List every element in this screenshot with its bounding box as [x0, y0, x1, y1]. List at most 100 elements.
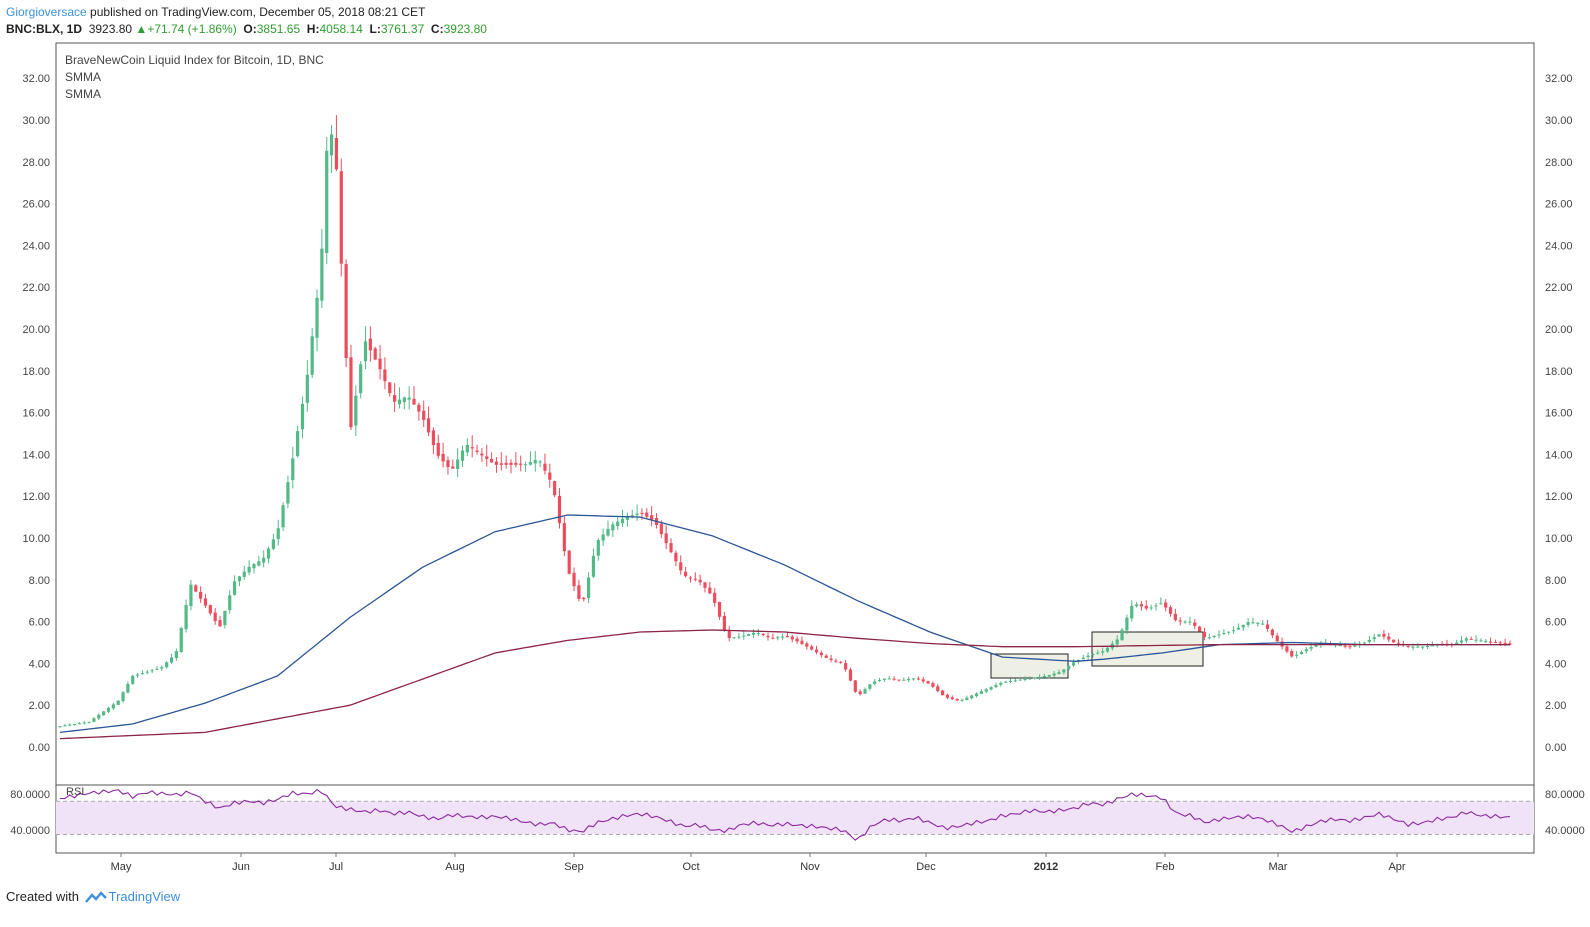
- candle-body: [979, 691, 984, 694]
- candle-body: [1348, 646, 1352, 648]
- candle-body: [1018, 679, 1022, 681]
- candle-body: [431, 430, 436, 446]
- candle-body: [305, 374, 309, 403]
- candle-body: [169, 657, 174, 663]
- candle-body: [1173, 613, 1177, 621]
- candle-body: [591, 555, 596, 577]
- candle-body: [926, 681, 930, 684]
- candle-body: [1484, 641, 1488, 643]
- candle-body: [1067, 665, 1071, 670]
- candle-body: [761, 633, 765, 636]
- candle-body: [669, 543, 673, 553]
- candle-body: [460, 450, 465, 461]
- candle-body: [1037, 676, 1042, 678]
- candle-body: [499, 463, 503, 465]
- candle-body: [1265, 624, 1270, 629]
- candle-body: [873, 681, 877, 684]
- candle-body: [887, 678, 891, 680]
- candle-body: [1047, 674, 1051, 677]
- price-tick-label-left: 0.00: [29, 742, 50, 754]
- low-value: 3761.37: [380, 22, 425, 36]
- candle-body: [329, 134, 334, 156]
- candle-body: [1139, 604, 1144, 607]
- candle-body: [538, 461, 542, 463]
- candle-body: [208, 605, 212, 614]
- candle-body: [63, 725, 67, 727]
- rsi-tick-label-right: 80.0000: [1545, 789, 1585, 801]
- candle-body: [858, 691, 862, 695]
- candle-body: [703, 582, 707, 588]
- candle-body: [179, 628, 183, 652]
- candle-body: [1275, 635, 1279, 642]
- candle-body: [1231, 630, 1236, 632]
- rsi-tick-label-right: 40.0000: [1545, 825, 1585, 837]
- candle-body: [892, 678, 896, 680]
- up-triangle-icon: ▲: [135, 22, 148, 36]
- candle-body: [1013, 680, 1017, 682]
- candle-body: [456, 459, 460, 470]
- price-tick-label-right: 12.00: [1545, 491, 1573, 503]
- candle-body: [1178, 620, 1182, 622]
- candle-body: [1134, 604, 1139, 607]
- candle-body: [994, 685, 998, 688]
- indicator-label-smma-slow[interactable]: SMMA: [65, 87, 101, 101]
- candle-body: [262, 557, 266, 563]
- candle-body: [184, 604, 188, 630]
- candle-body: [562, 523, 566, 552]
- author-link[interactable]: Giorgioversace: [6, 5, 87, 19]
- candle-body: [1304, 649, 1308, 652]
- candle-body: [1469, 638, 1473, 640]
- candle-body: [174, 651, 178, 658]
- candle-body: [412, 398, 416, 405]
- candle-body: [659, 523, 663, 535]
- candle-body: [383, 369, 387, 382]
- candle-body: [1309, 646, 1313, 649]
- price-pane: [58, 115, 1512, 740]
- candle-body: [989, 687, 993, 690]
- candle-body: [1227, 631, 1231, 633]
- price-tick-label-right: 28.00: [1545, 157, 1573, 169]
- candle-body: [393, 395, 397, 402]
- candle-body: [1096, 652, 1100, 654]
- candle-body: [965, 697, 969, 701]
- candle-body: [567, 550, 571, 574]
- indicator-label-smma-fast[interactable]: SMMA: [65, 70, 101, 84]
- candle-body: [155, 668, 159, 670]
- candle-body: [1062, 669, 1066, 673]
- candle-body: [315, 297, 319, 338]
- price-tick-label-left: 12.00: [22, 491, 50, 503]
- chart-frame: [55, 42, 1535, 854]
- rsi-line: [59, 788, 1511, 841]
- candle-body: [679, 562, 683, 571]
- candle-body: [223, 610, 227, 626]
- chart-title: BraveNewCoin Liquid Index for Bitcoin, 1…: [65, 53, 324, 67]
- candle-body: [616, 521, 620, 527]
- candle-body: [131, 675, 135, 684]
- candle-body: [756, 633, 760, 635]
- candle-body: [213, 612, 217, 622]
- candle-body: [422, 410, 426, 420]
- tradingview-brand-link[interactable]: TradingView: [108, 889, 181, 904]
- candle-body: [519, 463, 523, 465]
- price-tick-label-left: 8.00: [29, 575, 50, 587]
- candle-body: [1430, 645, 1435, 647]
- candle-body: [1290, 651, 1294, 657]
- candle-body: [1202, 632, 1207, 638]
- candle-body: [606, 528, 610, 536]
- candle-body: [480, 453, 484, 456]
- candle-body: [853, 680, 857, 692]
- candle-body: [1071, 662, 1076, 666]
- candle-body: [611, 524, 615, 531]
- candle-body: [266, 548, 271, 559]
- candle-body: [1387, 636, 1391, 640]
- candle-body: [58, 726, 62, 728]
- candle-body: [354, 395, 358, 426]
- candle-body: [921, 679, 925, 682]
- candle-body: [218, 620, 222, 627]
- candle-body: [834, 660, 838, 662]
- candle-body: [1144, 605, 1148, 609]
- high-label: H:: [306, 22, 320, 36]
- rsi-label[interactable]: RSI: [66, 786, 85, 798]
- candle-body: [247, 566, 251, 573]
